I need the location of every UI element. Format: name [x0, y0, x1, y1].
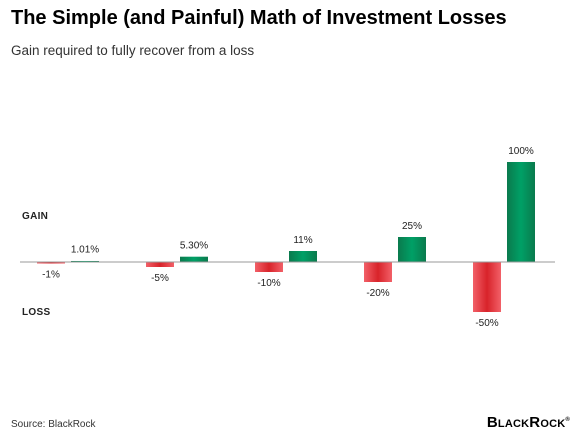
loss-label: LOSS: [22, 307, 51, 318]
loss-bar: [37, 262, 65, 264]
gain-label: GAIN: [22, 211, 49, 222]
loss-value-label: -10%: [257, 278, 280, 289]
gain-value-label: 11%: [293, 235, 312, 246]
gain-bar: [507, 162, 535, 262]
loss-value-label: -50%: [475, 318, 498, 329]
gain-bar: [398, 237, 426, 262]
gain-value-label: 5.30%: [180, 241, 208, 252]
gain-value-label: 1.01%: [71, 245, 99, 256]
gain-bar: [289, 251, 317, 262]
chart-title: The Simple (and Painful) Math of Investm…: [11, 7, 507, 29]
loss-bar: [364, 262, 392, 282]
gain-value-label: 25%: [402, 221, 422, 232]
loss-value-label: -5%: [151, 273, 169, 284]
loss-value-label: -1%: [42, 270, 60, 281]
gain-value-label: 100%: [508, 146, 534, 157]
loss-bar: [473, 262, 501, 312]
loss-value-label: -20%: [366, 288, 389, 299]
blackrock-logo: BLACKROCK®: [486, 414, 570, 431]
source-note: Source: BlackRock: [11, 419, 96, 430]
chart-subtitle: Gain required to fully recover from a lo…: [11, 43, 255, 58]
gain-bar: [180, 256, 208, 262]
loss-bar: [146, 262, 174, 267]
loss-bar: [255, 262, 283, 272]
bars-layer: -1% 1.01% -5% 5.30% -10% 11% -20% 25% -50% 100%: [37, 146, 535, 329]
